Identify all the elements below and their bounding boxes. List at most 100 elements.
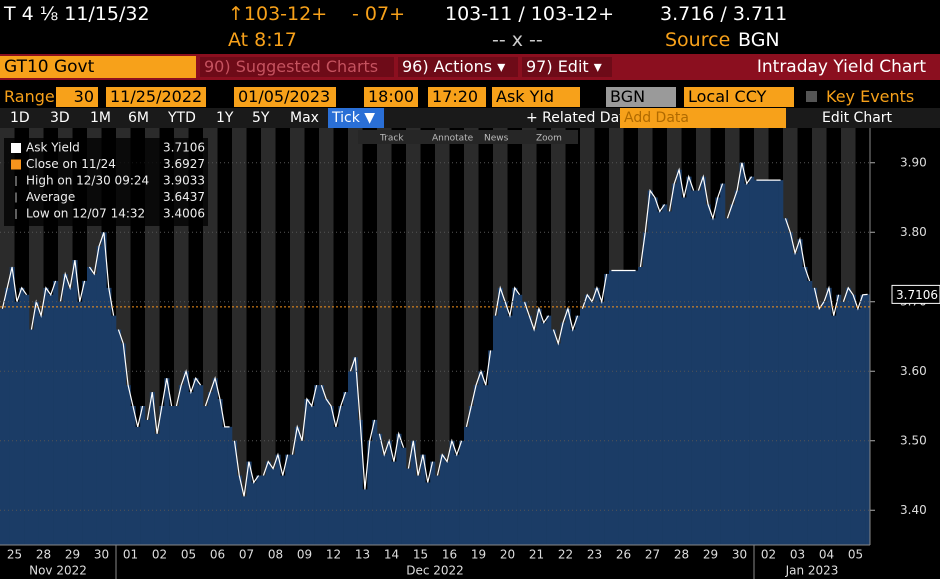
x-tick-label: 28 [674, 548, 689, 562]
legend-label: High on 12/30 09:24 [26, 174, 149, 188]
currency-select[interactable]: Local CCY [684, 87, 794, 107]
period-button[interactable]: 1Y [216, 110, 234, 126]
add-data[interactable]: Add Data [620, 108, 786, 128]
period-button[interactable]: 1D [10, 110, 30, 126]
area-slice [140, 406, 146, 545]
security: T 4 ⅛ 11/15/32 [4, 3, 150, 25]
area-slice [686, 176, 692, 545]
area-slice [647, 190, 653, 546]
yields: 3.716 / 3.711 [660, 3, 788, 25]
area-slice [826, 287, 832, 545]
area-slice [754, 180, 760, 545]
area-slice [207, 392, 213, 545]
suggested-charts[interactable]: 90) Suggested Charts [200, 57, 394, 77]
x-tick-label: 02 [152, 548, 167, 562]
area-slice [309, 406, 315, 545]
area-slice [217, 399, 223, 545]
area-slice [841, 301, 847, 545]
key-events-checkbox[interactable] [806, 91, 817, 102]
size: -- x -- [492, 29, 543, 51]
yield-line [639, 188, 666, 268]
legend-label: Ask Yield [26, 141, 80, 155]
area-slice [638, 267, 644, 545]
area-slice [87, 267, 93, 545]
area-slice [787, 232, 793, 545]
yield-line [668, 167, 695, 212]
period-button[interactable]: Max [290, 110, 319, 126]
area-slice [154, 433, 160, 545]
area-slice [565, 308, 571, 545]
edit-chart[interactable]: Edit Chart [822, 110, 893, 126]
last-value-tag [891, 284, 940, 304]
yield-line [842, 286, 868, 311]
edit-menu[interactable]: 97) Edit ▾ [522, 57, 612, 77]
area-slice [333, 426, 339, 545]
area-slice [522, 301, 528, 545]
end-date[interactable]: 01/05/2023 [234, 87, 336, 107]
area-slice [821, 301, 827, 545]
area-slice [517, 294, 523, 545]
area-slice [845, 287, 851, 545]
yield-line [813, 285, 840, 316]
period-button[interactable]: Tick ▼ [328, 108, 384, 128]
yield-line [1, 266, 28, 309]
time-start[interactable]: 18:00 [364, 87, 418, 107]
yield-line [88, 232, 115, 316]
area-slice [734, 190, 740, 546]
area-slice [729, 204, 735, 545]
y-tick-label: 3.90 [900, 155, 927, 169]
area-slice [435, 475, 441, 545]
legend-label: Average [26, 190, 75, 204]
source-select[interactable]: BGN [606, 87, 676, 107]
field-select[interactable]: Ask Yld [492, 87, 580, 107]
area-slice [198, 385, 204, 545]
chart-tool[interactable]: Track [379, 134, 404, 144]
chart: 3.403.503.603.703.803.903.710625282930No… [0, 128, 940, 579]
area-slice [420, 454, 426, 545]
yield-line [697, 174, 724, 221]
area-slice [812, 287, 818, 545]
legend-value: 3.9033 [163, 174, 205, 188]
yield-line [552, 306, 579, 346]
x-tick-label: 21 [529, 548, 544, 562]
period-button[interactable]: YTD [168, 110, 196, 126]
area-slice [792, 253, 798, 545]
ticker[interactable]: GT10 Govt [0, 56, 196, 78]
related-data[interactable]: + Related Data [526, 110, 620, 126]
chart-tool[interactable]: News [484, 134, 509, 144]
yield-line [30, 280, 57, 330]
chart-tool[interactable]: Zoom [536, 134, 562, 144]
area-slice [338, 406, 344, 545]
area-slice [613, 270, 619, 545]
area-slice [778, 180, 784, 545]
area-slice [246, 461, 252, 545]
chart-tool[interactable]: Annotate [432, 134, 474, 144]
area-slice [116, 329, 122, 545]
area-slice [130, 406, 136, 545]
period-button[interactable]: 5Y [252, 110, 270, 126]
area-slice [439, 454, 445, 545]
area-slice [744, 183, 750, 545]
x-tick-label: 02 [761, 548, 776, 562]
start-date[interactable]: 11/25/2022 [106, 87, 206, 107]
area-slice [101, 232, 107, 545]
area-slice [4, 287, 10, 545]
area-slice [628, 270, 634, 545]
area-slice [749, 176, 755, 545]
period-button[interactable]: 6M [128, 110, 149, 126]
yield-line [262, 452, 289, 476]
area-slice [831, 315, 837, 545]
area-slice [270, 468, 276, 545]
range-input[interactable]: 30 [56, 87, 98, 107]
yield-line [320, 384, 347, 427]
actions-menu[interactable]: 96) Actions ▾ [398, 57, 518, 77]
period-button[interactable]: 3D [50, 110, 70, 126]
area-slice [348, 371, 354, 545]
legend-value: 3.7106 [163, 141, 205, 155]
area-slice [483, 385, 489, 545]
area-slice [531, 329, 537, 545]
area-slice [265, 461, 271, 545]
area-slice [797, 239, 803, 545]
time-end[interactable]: 17:20 [428, 87, 486, 107]
period-button[interactable]: 1M [90, 110, 111, 126]
